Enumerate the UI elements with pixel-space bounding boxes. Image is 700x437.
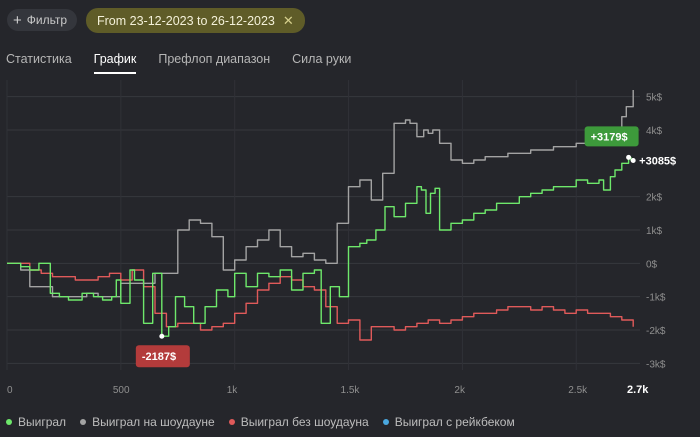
legend-item-rakeback[interactable]: Выиграл с рейкбеком [382, 415, 515, 429]
y-tick-label: -3k$ [646, 359, 666, 370]
date-range-chip[interactable]: From 23-12-2023 to 26-12-2023 ✕ [86, 8, 305, 33]
final-label: +3085$ [639, 156, 676, 168]
tab-preflop-range[interactable]: Префлоп диапазон [158, 52, 271, 66]
x-tick-label: 2k [454, 385, 466, 396]
x-tick-label: 1k [227, 385, 239, 396]
filter-label: Фильтр [26, 13, 68, 27]
legend-label: Выиграл на шоудауне [92, 415, 215, 429]
max-label-box [584, 126, 639, 147]
series-line-won [7, 156, 634, 337]
min-label-box [135, 345, 190, 368]
max-label: +3179$ [591, 131, 628, 143]
close-icon[interactable]: ✕ [282, 12, 294, 28]
legend-label: Выиграл без шоудауна [240, 415, 369, 429]
min-label: -2187$ [142, 351, 176, 363]
y-tick-label: -1k$ [646, 293, 666, 304]
tab-graph[interactable]: График [93, 52, 137, 74]
x-tick-label: 1.5k [341, 385, 361, 396]
legend-label: Выиграл [18, 415, 67, 429]
series-line-non_showdown [7, 262, 634, 341]
y-tick-label: 1k$ [646, 226, 663, 237]
y-tick-label: 4k$ [646, 126, 663, 137]
legend-item-won[interactable]: Выиграл [6, 415, 66, 429]
filter-button[interactable]: + Фильтр [7, 9, 78, 31]
x-end-label: 2.7k [627, 384, 649, 396]
y-tick-label: 2k$ [646, 193, 663, 204]
min-point-marker [159, 333, 165, 339]
max-point-marker [626, 154, 632, 160]
rakeback-dot-icon [382, 419, 389, 425]
tab-bar: Статистика График Префлоп диапазон Сила … [6, 52, 351, 74]
legend-item-non-showdown[interactable]: Выиграл без шоудауна [228, 415, 369, 429]
y-tick-label: -2k$ [646, 326, 666, 337]
tab-hand-strength[interactable]: Сила руки [292, 52, 352, 66]
non-showdown-dot-icon [228, 419, 235, 425]
date-range-label: From 23-12-2023 to 26-12-2023 [97, 13, 275, 28]
legend-item-showdown[interactable]: Выиграл на шоудауне [80, 415, 215, 429]
plus-icon: + [13, 11, 22, 29]
x-tick-label: 0 [7, 385, 13, 396]
y-tick-label: 5k$ [646, 93, 663, 104]
series-line-showdown [7, 90, 634, 298]
x-tick-label: 500 [113, 385, 130, 396]
won-dot-icon [6, 419, 12, 425]
final-point-marker [630, 158, 636, 163]
y-tick-label: 0$ [646, 259, 658, 270]
legend: Выиграл Выиграл на шоудауне Выиграл без … [6, 415, 515, 429]
showdown-dot-icon [80, 419, 87, 425]
tab-statistics[interactable]: Статистика [6, 52, 72, 66]
legend-label: Выиграл с рейкбеком [394, 415, 515, 429]
x-tick-label: 2.5k [568, 385, 588, 396]
